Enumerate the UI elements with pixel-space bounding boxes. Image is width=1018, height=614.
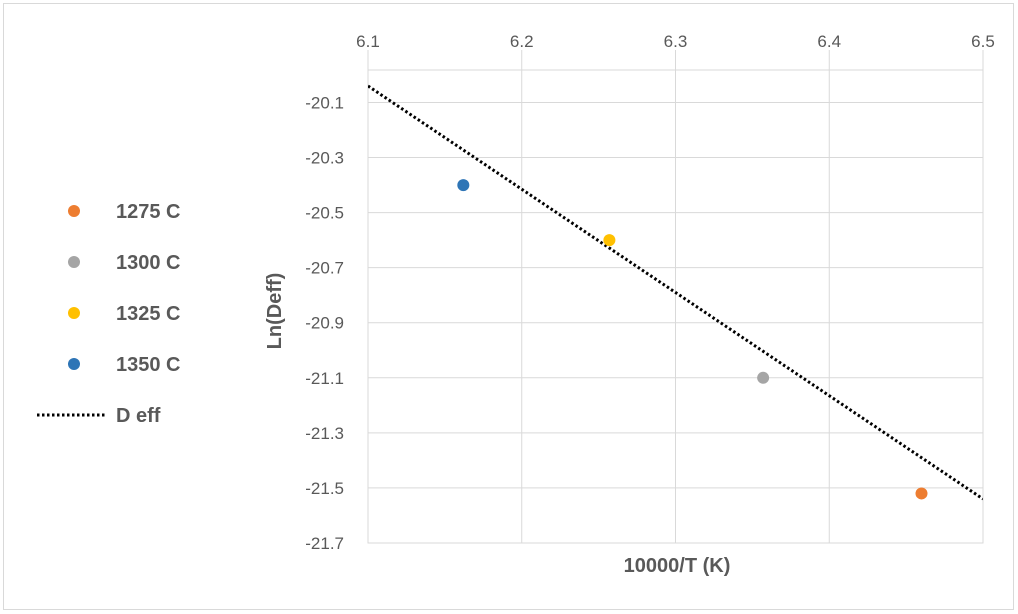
y-axis-title: Ln(Deff) xyxy=(264,273,286,350)
chart-svg: 6.1 6.2 6.3 6.4 6.5 -20.1-20.3-20.5-20.7-20.… xyxy=(37,32,995,577)
legend-swatch-1350-c xyxy=(68,358,80,370)
y-tick-labels: -20.1 -20.3 -20.5 -20.7 -20.9 -21.1 -21.3 -21.5… xyxy=(305,93,344,553)
y-tick-label: -21.7 xyxy=(305,534,344,553)
y-tick-label: -21.5 xyxy=(305,479,344,498)
x-tick-label: 6.2 xyxy=(510,32,534,51)
data-point-1300-c xyxy=(757,371,770,384)
y-tick-label: -21.1 xyxy=(305,369,344,388)
legend: 1275 C 1300 C 1325 C 1350 C D eff xyxy=(37,201,181,427)
chart-frame: 6.1 6.2 6.3 6.4 6.5 -20.1 -20.3 -20.5 -20.7 -20.… xyxy=(3,3,1014,610)
y-tick-label: -21.3 xyxy=(305,424,344,443)
legend-label-1350-c: 1350 C xyxy=(116,354,181,376)
legend-swatch-1300-c xyxy=(68,256,80,268)
y-tick-label: -20.9 xyxy=(305,314,344,333)
legend-label-1300-c: 1300 C xyxy=(116,252,181,274)
y-tick-label: -20.3 xyxy=(305,149,344,168)
x-tick-label: 6.4 xyxy=(817,32,841,51)
y-tick-label: -20.7 xyxy=(305,259,344,278)
x-tick-label: 6.5 xyxy=(971,32,995,51)
x-tick-labels: 6.1 6.2 6.3 6.4 6.5 xyxy=(356,32,995,51)
trendline-layer xyxy=(368,84,983,501)
y-tick-label: -20.1 xyxy=(305,93,344,112)
legend-label-1275-c: 1275 C xyxy=(116,201,181,223)
data-point-1350-c xyxy=(457,179,470,192)
legend-label-d-eff: D eff xyxy=(116,405,161,427)
trendline-d-eff xyxy=(368,84,983,501)
x-tick-label: 6.1 xyxy=(356,32,380,51)
legend-swatch-1325-c xyxy=(68,307,80,319)
points-layer xyxy=(457,179,928,500)
legend-swatch-1275-c xyxy=(68,205,80,217)
y-tick-label: -20.5 xyxy=(305,204,344,223)
data-point-1325-c xyxy=(603,234,616,247)
data-point-1275-c xyxy=(915,487,928,500)
x-tick-label: 6.3 xyxy=(664,32,688,51)
x-axis-title: 10000/T (K) xyxy=(624,555,731,577)
grid xyxy=(367,50,984,544)
legend-label-1325-c: 1325 C xyxy=(116,303,181,325)
